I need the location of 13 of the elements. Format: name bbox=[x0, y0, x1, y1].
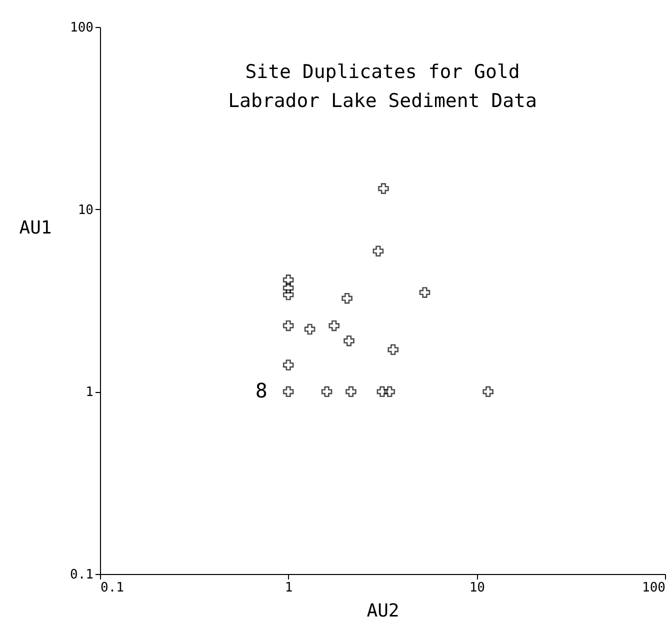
x-axis-title: AU2 bbox=[366, 600, 400, 622]
y-tick-label: 10 bbox=[78, 202, 94, 218]
x-tick-label: 10 bbox=[469, 580, 485, 596]
y-tick-label: 1 bbox=[86, 385, 94, 400]
x-tick-label: 1 bbox=[284, 580, 293, 596]
x-tick-label: 100 bbox=[642, 580, 666, 596]
annotation: 8 bbox=[255, 378, 268, 403]
y-axis-title: AU1 bbox=[19, 218, 52, 238]
y-tick-label: 0.1 bbox=[70, 568, 94, 582]
text: Site Duplicates for Gold bbox=[245, 61, 520, 83]
y-tick-label: 100 bbox=[70, 20, 94, 36]
text: Labrador Lake Sediment Data bbox=[228, 90, 537, 112]
x-tick-label: 0.1 bbox=[100, 580, 124, 596]
